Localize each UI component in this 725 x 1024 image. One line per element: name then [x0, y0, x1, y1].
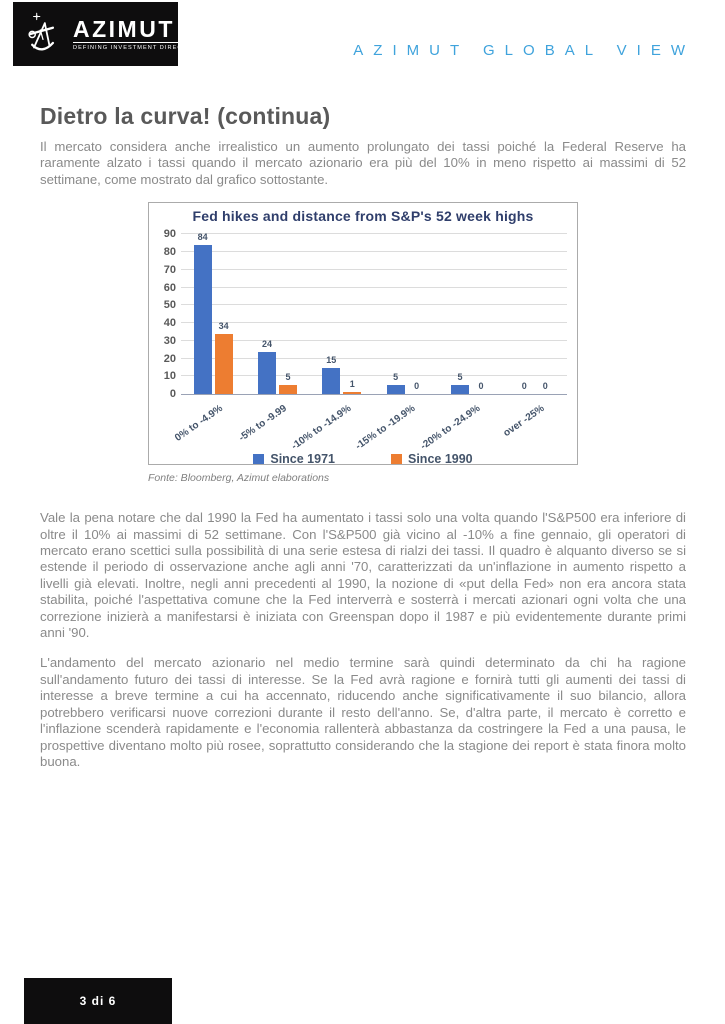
bar-value-label: 5 [457, 372, 463, 383]
gridline [181, 375, 567, 377]
gridline [181, 322, 567, 324]
y-axis-label: 90 [163, 228, 176, 241]
chart-source-note: Fonte: Bloomberg, Azimut elaborations [148, 472, 330, 485]
legend-item: Since 1971 [253, 452, 335, 465]
x-category: 0% to -4.9% [173, 396, 245, 450]
x-category: -20% to -24.9% [418, 396, 502, 452]
y-axis-label: 60 [163, 281, 176, 294]
bar-groups: 84 34 24 5 15 1 5 0 5 0 0 0 [181, 232, 567, 395]
x-category-label: over -25% [501, 403, 547, 440]
logo-brand: AZIMUT [73, 17, 200, 43]
x-axis: 0% to -4.9% -5% to -9.99 -10% to -14.9% -15… [173, 396, 567, 452]
page-title: Dietro la curva! (continua) [40, 103, 331, 129]
logo-tagline: DEFINING INVESTMENT DIRECTION [73, 45, 200, 52]
legend-swatch [253, 453, 265, 465]
bar-since-1971: 5 [450, 372, 469, 395]
bar-group: 84 34 [181, 232, 245, 395]
gridline [181, 268, 567, 270]
bar-since-1990: 1 [343, 379, 362, 395]
masthead-title: AZIMUT GLOBAL VIEW [353, 42, 695, 59]
page-number: 3 di 6 [79, 994, 117, 1008]
logo-text: AZIMUT DEFINING INVESTMENT DIRECTION [73, 17, 200, 52]
y-axis-label: 20 [163, 352, 176, 365]
bar-since-1971: 15 [322, 355, 341, 395]
plot-area: 84 34 24 5 15 1 5 0 5 0 0 0 [181, 232, 567, 396]
bar-value-label: 5 [393, 372, 399, 383]
chart-title: Fed hikes and distance from S&P's 52 wee… [192, 208, 534, 225]
bar-value-label: 24 [261, 338, 272, 349]
gridline [181, 304, 567, 306]
bar-since-1990: 5 [278, 372, 297, 395]
y-axis-label: 80 [163, 246, 176, 258]
y-axis-label: 0 [169, 388, 176, 401]
bar-since-1990: 34 [214, 321, 233, 395]
footer-page-box: 3 di 6 [24, 978, 172, 1024]
gridline [181, 233, 567, 235]
chart-block: Fed hikes and distance from S&P's 52 wee… [148, 202, 578, 484]
bar-value-label: 84 [197, 231, 208, 242]
y-axis-label: 40 [163, 317, 176, 330]
paragraph-analysis: Vale la pena notare che dal 1990 la Fed … [40, 510, 686, 641]
x-category-label: -5% to -9.99 [237, 403, 289, 445]
paragraph-intro: Il mercato considera anche irrealistico … [40, 139, 686, 187]
azimut-logo: AZIMUT DEFINING INVESTMENT DIRECTION [13, 2, 200, 66]
y-axis-label: 50 [163, 299, 176, 312]
gridline [181, 251, 567, 252]
sextant-icon [28, 12, 55, 51]
bar-group: 15 1 [310, 235, 374, 395]
gridline [181, 339, 567, 341]
bar-value-label: 1 [349, 379, 355, 390]
bar-since-1971: 5 [386, 372, 405, 395]
bar-group: 24 5 [245, 235, 309, 395]
legend-label: Since 1990 [408, 452, 473, 466]
bar-value-label: 0 [478, 381, 484, 392]
y-axis-label: 10 [163, 370, 176, 383]
bar-value-label: 0 [542, 381, 548, 392]
x-category-label: 0% to -4.9% [172, 403, 225, 445]
main-content: Dietro la curva! (continua) Il mercato c… [40, 103, 686, 784]
chart: Fed hikes and distance from S&P's 52 wee… [148, 202, 578, 466]
gridline [181, 286, 567, 288]
bar-value-label: 0 [521, 381, 527, 392]
x-category: over -25% [501, 396, 567, 450]
legend-item: Since 1990 [391, 452, 473, 465]
gridline [181, 357, 567, 359]
bar-value-label: 15 [326, 354, 337, 365]
chart-legend: Since 1971 Since 1990 [149, 452, 577, 465]
bar-value-label: 0 [414, 381, 420, 392]
paragraph-outlook: L'andamento del mercato azionario nel me… [40, 655, 686, 769]
y-axis-label: 30 [163, 334, 176, 347]
bar-since-1971: 84 [193, 232, 212, 395]
bar-value-label: 34 [218, 320, 229, 331]
legend-label: Since 1971 [270, 452, 335, 466]
legend-swatch [391, 453, 402, 465]
bar-value-label: 5 [285, 372, 291, 383]
y-axis: 0 10 20 30 40 50 60 70 80 90 [155, 229, 181, 400]
chart-plot-body: 0 10 20 30 40 50 60 70 80 90 84 34 24 5 15 1 5 0 5 0 0 0 [149, 225, 577, 400]
y-axis-label: 70 [163, 263, 176, 276]
bar-since-1971: 24 [257, 339, 276, 395]
